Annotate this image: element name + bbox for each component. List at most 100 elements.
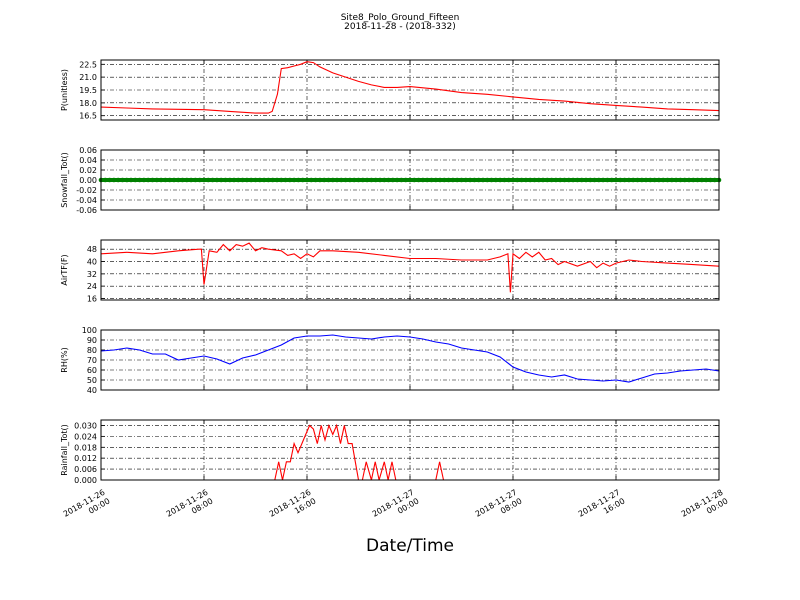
data-point [236, 177, 241, 183]
y-tick-label: 24 [87, 282, 97, 291]
data-point [485, 177, 490, 183]
y-tick-label: 90 [87, 336, 97, 345]
x-axis-label: Date/Time [366, 536, 454, 556]
data-point [557, 177, 563, 183]
y-tick-label: 80 [87, 346, 97, 355]
data-point [476, 177, 482, 183]
chart-panels: 16.518.019.521.022.5P(unitless)-0.06-0.0… [60, 59, 722, 485]
data-point [231, 177, 237, 183]
data-point [660, 177, 666, 183]
y-tick-label: 22.5 [79, 60, 97, 69]
panel-frame [100, 419, 720, 481]
data-point [480, 177, 486, 183]
y-tick-label: 16 [87, 294, 97, 303]
data-point [613, 177, 619, 183]
y-axis-label: P(unitless) [60, 69, 69, 111]
series-line-5 [101, 423, 719, 480]
series-line-4 [101, 334, 719, 383]
data-point [287, 177, 293, 183]
data-point [665, 177, 670, 183]
series-line-1 [101, 61, 719, 114]
data-point [206, 177, 211, 183]
data-point [184, 177, 190, 183]
data-point [317, 177, 323, 183]
y-tick-label: 0.018 [74, 443, 97, 452]
data-point [656, 177, 662, 183]
data-point [605, 177, 610, 183]
data-point [579, 177, 584, 183]
data-point [133, 177, 138, 183]
y-tick-label: 19.5 [79, 86, 97, 95]
data-point [240, 177, 245, 183]
data-point [253, 177, 258, 183]
data-point [515, 177, 520, 183]
data-point [532, 177, 537, 183]
data-point [630, 177, 636, 183]
data-point [506, 177, 512, 183]
data-point [321, 177, 327, 183]
data-point [454, 177, 460, 183]
y-tick-label: 0.00 [79, 176, 97, 185]
panel-frame [100, 329, 720, 391]
y-axis-label: Rainfall_Tot() [60, 424, 69, 476]
data-point [489, 177, 494, 183]
data-point [124, 177, 130, 183]
data-point [167, 177, 172, 183]
data-point [596, 177, 602, 183]
data-point [141, 177, 147, 183]
data-point [635, 177, 640, 183]
data-point [412, 177, 417, 183]
y-tick-label: 0.024 [74, 432, 97, 441]
data-point [592, 177, 597, 183]
data-point [420, 177, 426, 183]
data-point [691, 177, 696, 183]
data-point [188, 177, 194, 183]
data-point [540, 177, 546, 183]
data-point [158, 177, 164, 183]
y-tick-label: 0.006 [74, 465, 97, 474]
data-point [553, 177, 559, 183]
data-point [154, 177, 160, 183]
data-point [103, 177, 108, 183]
data-point [502, 177, 507, 183]
y-tick-label: 40 [87, 258, 97, 267]
y-tick-label: 50 [87, 376, 97, 385]
y-tick-label: 16.5 [79, 112, 97, 121]
data-point [459, 177, 464, 183]
y-tick-label: -0.02 [76, 186, 97, 195]
panel-3: 16 24 32 40 48 AirTF(F) [60, 239, 720, 303]
data-point [416, 177, 421, 183]
data-point [261, 177, 267, 183]
data-point [360, 177, 366, 183]
panel-5: 0.000 0.006 0.012 0.018 0.024 0.030 Rainfall_T… [60, 419, 720, 485]
data-point [326, 177, 331, 183]
data-point [120, 177, 125, 183]
data-point [309, 177, 314, 183]
data-point [545, 177, 550, 183]
data-point [227, 177, 233, 183]
data-point [150, 177, 155, 183]
data-point [137, 177, 142, 183]
y-tick-label: 32 [87, 270, 97, 279]
data-point [111, 177, 117, 183]
y-tick-label: 0.04 [79, 156, 97, 165]
data-point [527, 177, 533, 183]
data-point [347, 177, 353, 183]
data-point [446, 177, 451, 183]
data-point [536, 177, 542, 183]
data-point [266, 177, 271, 183]
data-point [115, 177, 121, 183]
data-point [399, 177, 404, 183]
data-point [403, 177, 409, 183]
data-point [566, 177, 572, 183]
data-point [283, 177, 288, 183]
data-point [708, 177, 713, 183]
y-axis-label: AirTF(F) [60, 254, 69, 285]
data-point [244, 177, 250, 183]
data-point [442, 177, 447, 183]
